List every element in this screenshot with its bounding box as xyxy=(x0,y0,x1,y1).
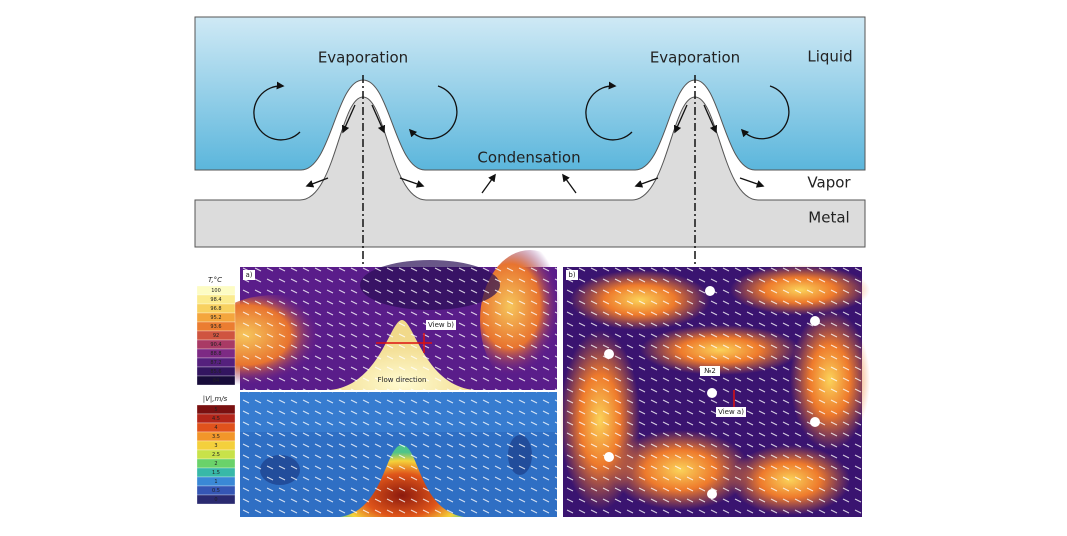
color-cell xyxy=(196,375,236,386)
scale-label: 90.4 xyxy=(210,342,221,348)
scale-label: 3.5 xyxy=(212,434,220,440)
label: Evaporation xyxy=(650,49,740,67)
scale-label: 84 xyxy=(213,378,219,384)
scale-label: 1.5 xyxy=(212,470,220,476)
panel-a-temperature: a) View b) Flow direction xyxy=(200,250,580,395)
label: View b) xyxy=(428,321,454,329)
label: №2 xyxy=(704,367,716,375)
scale-label: 0.5 xyxy=(212,488,220,494)
scale-label: 5 xyxy=(214,407,217,413)
label: Liquid xyxy=(807,48,852,66)
vortex-arrow xyxy=(408,85,458,140)
scale-label: 4.5 xyxy=(212,416,220,422)
label: Condensation xyxy=(477,149,580,167)
label: Flow direction xyxy=(378,376,427,384)
label: Vapor xyxy=(807,174,851,192)
panel-tag: a) xyxy=(245,271,252,279)
vortex-arrow xyxy=(253,81,301,141)
panel-a-velocity xyxy=(240,392,557,517)
scale-label: 2 xyxy=(214,461,217,467)
panel-tag: b) xyxy=(568,271,575,279)
scale-label: 100 xyxy=(211,288,221,294)
scale-title: |V|,m/s xyxy=(203,395,228,403)
vortex-arrow xyxy=(585,81,633,141)
schematic: Evaporation Evaporation Liquid Condensat… xyxy=(194,16,866,266)
scale-label: 85.6 xyxy=(210,369,221,375)
sites xyxy=(604,286,820,499)
scale-label: 4 xyxy=(214,425,217,431)
scale-label: 3 xyxy=(214,443,217,449)
flow-arrows xyxy=(253,81,790,194)
vortex-arrow xyxy=(740,85,790,140)
colorbars: 100 98.4 96.8 95.2 93.6 92 90.4 88.8 87.2 85.6 84 5… xyxy=(196,285,236,505)
label: View a) xyxy=(718,408,744,416)
liquid-region xyxy=(194,16,866,171)
scale-label: 0 xyxy=(214,497,217,503)
scale-label: 87.2 xyxy=(210,360,221,366)
label: Evaporation xyxy=(318,49,408,67)
scale-title: T,°C xyxy=(208,276,222,284)
panel-b: b) №2 View a) xyxy=(560,265,870,517)
scale-label: 95.2 xyxy=(210,315,221,321)
scale-label: 93.6 xyxy=(210,324,221,330)
color-cell xyxy=(196,494,236,505)
label: Metal xyxy=(808,209,849,227)
scale-label: 88.8 xyxy=(210,351,221,357)
scale-label: 1 xyxy=(214,479,217,485)
scale-label: 92 xyxy=(213,333,219,339)
scale-label: 96.8 xyxy=(210,306,221,312)
scale-label: 2.5 xyxy=(212,452,220,458)
scale-label: 98.4 xyxy=(210,297,221,303)
